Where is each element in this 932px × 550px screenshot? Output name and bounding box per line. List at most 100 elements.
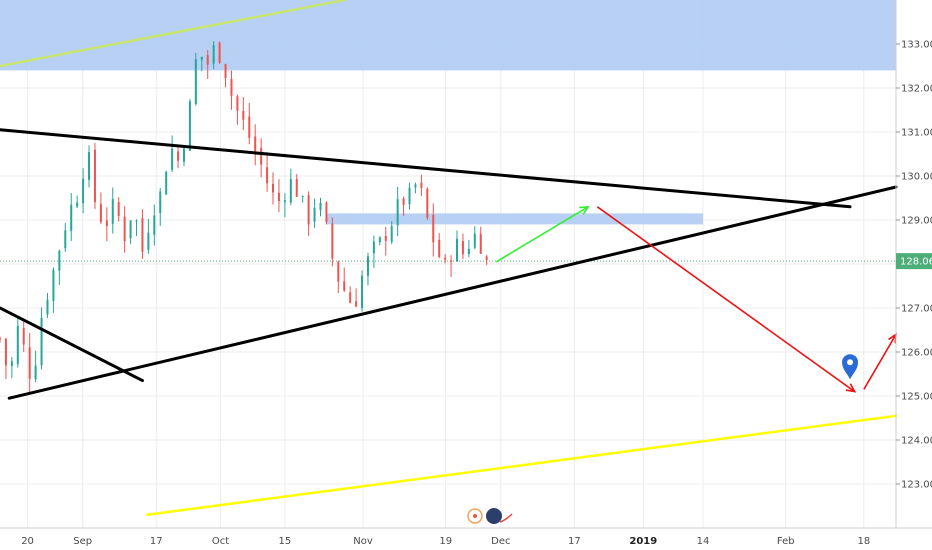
candle-body — [0, 338, 1, 340]
x-tick-label: 19 — [439, 536, 452, 547]
x-tick-label: 20 — [21, 536, 34, 547]
candle-body — [218, 42, 221, 63]
x-tick-label: Sep — [73, 536, 92, 547]
watermark-swoosh-icon — [499, 513, 513, 523]
candle-body — [319, 203, 322, 210]
candle-body — [248, 116, 251, 138]
candle-body — [450, 260, 453, 262]
upper-yellow-channel — [0, 0, 346, 68]
candle-body — [337, 261, 340, 282]
candle-body — [402, 198, 405, 205]
y-tick-label: 127.000 — [901, 304, 932, 315]
candle-body — [99, 203, 102, 223]
last-price-tag: 128.065 — [896, 253, 932, 270]
zones-layer — [0, 0, 896, 225]
trendlines-layer — [0, 0, 898, 517]
candle-body — [230, 78, 233, 96]
price-tag-background — [896, 253, 932, 270]
candle-body — [147, 232, 150, 250]
x-tick-label: 18 — [857, 536, 870, 547]
candle-body — [372, 241, 375, 254]
candle-body — [40, 317, 43, 366]
candle-body — [177, 151, 180, 161]
y-tick-label: 132.000 — [901, 84, 932, 95]
candle-body — [153, 215, 156, 235]
candle-body — [455, 238, 458, 262]
candle-body — [485, 256, 488, 261]
candle-body — [93, 149, 96, 203]
red-up-arrow — [863, 333, 897, 390]
candle-body — [123, 216, 126, 242]
tradingview-watermark-icon — [467, 508, 513, 524]
candle-body — [260, 147, 263, 165]
red-down-arrow — [596, 206, 856, 393]
candle-body — [343, 281, 346, 291]
x-tick-label: Dec — [491, 536, 510, 547]
candle-body — [129, 220, 132, 239]
candle-body — [307, 195, 310, 225]
candle-body — [473, 233, 476, 248]
watermark-badge-icon — [486, 508, 502, 524]
candle-body — [188, 101, 191, 151]
candle-body — [46, 299, 49, 315]
candle-body — [355, 301, 358, 307]
candle-body — [236, 96, 239, 111]
y-tick-label: 126.000 — [901, 348, 932, 359]
candle-body — [4, 338, 7, 366]
candle-body — [432, 215, 435, 243]
candle-body — [200, 56, 203, 60]
candle-body — [426, 188, 429, 218]
candle-body — [64, 230, 67, 249]
candle-body — [111, 198, 114, 224]
candle-body — [159, 191, 162, 214]
candle-body — [438, 239, 441, 257]
candle-body — [384, 235, 387, 241]
y-tick-label: 123.000 — [901, 480, 932, 491]
short-down-trendline — [0, 306, 144, 383]
y-tick-label: 131.000 — [901, 128, 932, 139]
candle-body — [242, 110, 245, 120]
candle-body — [396, 199, 399, 226]
candle-body — [212, 45, 215, 64]
x-tick-label: Feb — [777, 536, 795, 547]
marker-layer — [842, 354, 859, 380]
candle-body — [105, 220, 108, 227]
candle-body — [444, 257, 447, 260]
candle-body — [117, 202, 120, 216]
mid-resistance-zone — [326, 213, 704, 225]
candle-body — [467, 248, 470, 255]
candle-body — [28, 347, 31, 379]
y-tick-label: 125.000 — [901, 392, 932, 403]
price-tag-label: 128.065 — [900, 257, 932, 268]
x-tick-label: 15 — [279, 536, 292, 547]
red-down-arrow-head — [845, 383, 857, 393]
x-axis[interactable]: 20 Sep 17 Oct 15 Nov 19 Dec 17 2019 14 Feb 18 — [0, 527, 932, 547]
candle-body — [295, 178, 298, 197]
candle-body — [266, 167, 269, 184]
x-tick-label: 14 — [697, 536, 710, 547]
candle-body — [194, 59, 197, 105]
candle-body — [135, 220, 138, 222]
location-pin-icon — [842, 354, 859, 380]
candle-body — [325, 202, 328, 222]
candle-body — [224, 64, 227, 79]
candle-body — [331, 223, 334, 259]
candle-body — [301, 196, 304, 198]
candle-body — [58, 250, 61, 271]
candle-body — [82, 178, 85, 204]
candle-body — [361, 275, 364, 309]
candle-body — [283, 200, 286, 202]
y-tick-label: 129.000 — [901, 216, 932, 227]
pin-body — [842, 354, 859, 380]
green-up-arrow-head — [579, 205, 590, 215]
candle-body — [414, 184, 417, 188]
x-tick-label: 2019 — [629, 536, 657, 547]
candle-body — [10, 361, 13, 367]
upper-supply-zone — [0, 0, 896, 71]
candle-body — [408, 187, 411, 205]
lower-yellow-channel — [145, 414, 898, 517]
candle-body — [165, 171, 168, 195]
y-tick-label: 130.000 — [901, 172, 932, 183]
